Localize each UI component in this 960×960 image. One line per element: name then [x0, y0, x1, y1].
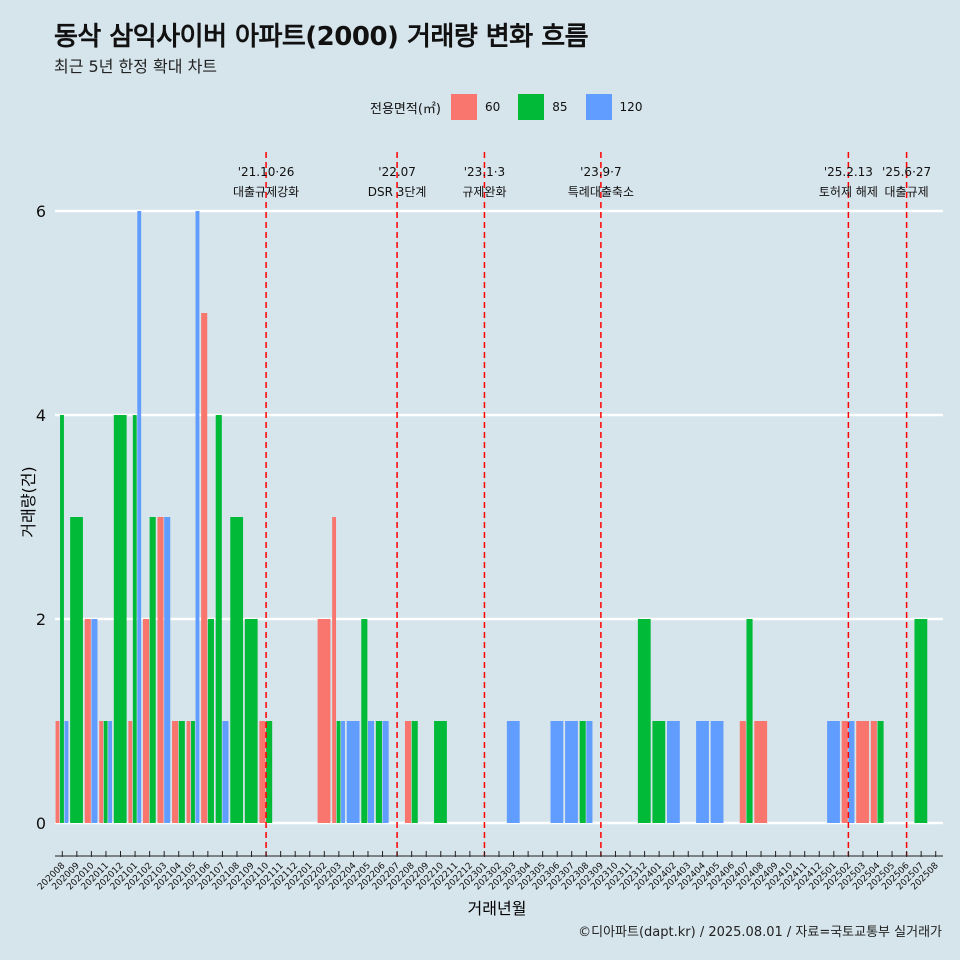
event-label: 토허제 해제 — [819, 185, 878, 199]
bar-60-202408 — [754, 721, 768, 823]
legend-key-60 — [450, 94, 477, 120]
bar-85-202011 — [103, 721, 108, 823]
bar-85-202401 — [652, 721, 666, 823]
annotations: '21.10·26 대출규제강화 '22.07 DSR 3단계 '23.1·3 규제완화 '… — [233, 152, 931, 856]
bar-85-202106 — [207, 619, 214, 823]
bar-60-202202 — [317, 619, 331, 823]
bar-85-202206 — [375, 721, 382, 823]
bar-60-202106 — [201, 313, 208, 823]
bar-120-202203 — [341, 721, 345, 823]
bar-85-202101 — [132, 415, 137, 823]
event-date: '23.1·3 — [464, 165, 505, 179]
legend-label-60: 60 — [484, 100, 501, 114]
bar-60-202407 — [739, 721, 746, 823]
bar-60-202503 — [856, 721, 870, 823]
bar-85-202312 — [637, 619, 651, 823]
chart-title: 동삭 삼익사이버 아파트(2000) 거래량 변화 흐름 — [54, 22, 589, 52]
bar-85-202008 — [60, 415, 64, 823]
event-label: DSR 3단계 — [368, 185, 427, 199]
bar-120-202103 — [164, 517, 171, 823]
bar-85-202210 — [434, 721, 447, 823]
bar-120-202101 — [137, 211, 142, 823]
event-label: 특례대출축소 — [568, 185, 634, 199]
bar-120-202011 — [108, 721, 113, 823]
legend-key-120 — [585, 94, 612, 120]
bar-60-202208 — [404, 721, 412, 823]
bar-60-202010 — [84, 619, 91, 823]
bar-85-202407 — [746, 619, 753, 823]
bar-85-202203 — [336, 721, 341, 823]
bar-85-202102 — [149, 517, 156, 823]
caption: ©디아파트(dapt.kr) / 2025.08.01 / 자료=국토교통부 실… — [578, 925, 942, 940]
bar-60-202101 — [128, 721, 133, 823]
bar-120-202306 — [550, 721, 564, 823]
y-tick-label: 2 — [36, 610, 46, 629]
bar-60-202203 — [332, 517, 337, 823]
bar-85-202308 — [579, 721, 586, 823]
legend-label-85: 85 — [552, 100, 568, 114]
bar-120-202010 — [91, 619, 98, 823]
bars — [55, 211, 928, 823]
legend: 전용면적(㎡) 60 85 120 — [370, 93, 660, 121]
event-date: '25.2.13 — [824, 165, 873, 179]
chart-subtitle: 최근 5년 한정 확대 차트 — [54, 57, 218, 76]
bar-120-202008 — [64, 721, 69, 823]
bar-85-202507 — [914, 619, 928, 823]
bar-85-202009 — [70, 517, 83, 823]
legend-title: 전용면적(㎡) — [370, 101, 441, 117]
axes: 0246202008202009202010202011202012202101… — [36, 202, 943, 892]
bar-85-202107 — [215, 415, 222, 823]
bar-120-202404 — [696, 721, 709, 823]
bar-120-202107 — [222, 721, 229, 823]
event-date: '23.9·7 — [580, 165, 621, 179]
legend-label-120: 120 — [619, 100, 643, 114]
bar-120-202105 — [195, 211, 200, 823]
bar-85-202104 — [178, 721, 185, 823]
bar-85-202208 — [411, 721, 418, 823]
event-date: '21.10·26 — [238, 165, 295, 179]
bar-120-202402 — [666, 721, 680, 823]
bar-85-202108 — [230, 517, 244, 823]
bar-60-202502 — [841, 721, 848, 823]
y-axis-label: 거래량(건) — [19, 466, 38, 537]
bar-85-202205 — [361, 619, 368, 823]
bar-120-202206 — [382, 721, 389, 823]
event-date: '22.07 — [378, 165, 416, 179]
bar-120-202303 — [506, 721, 520, 823]
event-label: 규제완화 — [462, 185, 506, 199]
bar-120-202501 — [827, 721, 840, 823]
event-label: 대출규제 — [885, 185, 929, 199]
bar-60-202008 — [55, 721, 60, 823]
y-tick-label: 0 — [36, 814, 46, 833]
bar-120-202204 — [346, 721, 360, 823]
bar-120-202205 — [367, 721, 375, 823]
bar-60-202110 — [259, 721, 266, 823]
legend-key-85 — [518, 94, 545, 120]
bar-120-202405 — [710, 721, 724, 823]
bar-60-202103 — [157, 517, 164, 823]
bar-60-202504 — [870, 721, 877, 823]
bar-60-202011 — [99, 721, 104, 823]
bar-85-202105 — [191, 721, 195, 823]
bar-120-202502 — [848, 721, 855, 823]
bar-85-202504 — [877, 721, 884, 823]
bar-60-202104 — [172, 721, 179, 823]
event-label: 대출규제강화 — [233, 185, 299, 199]
x-axis-label: 거래년월 — [468, 899, 527, 918]
bar-120-202308 — [586, 721, 593, 823]
y-tick-label: 4 — [36, 406, 46, 425]
bar-85-202109 — [244, 619, 258, 823]
bar-85-202012 — [113, 415, 127, 823]
event-date: '25.6·27 — [882, 165, 931, 179]
bar-60-202105 — [186, 721, 191, 823]
bar-120-202307 — [565, 721, 578, 823]
y-tick-label: 6 — [36, 202, 46, 221]
bar-85-202110 — [266, 721, 273, 823]
bar-60-202102 — [142, 619, 150, 823]
